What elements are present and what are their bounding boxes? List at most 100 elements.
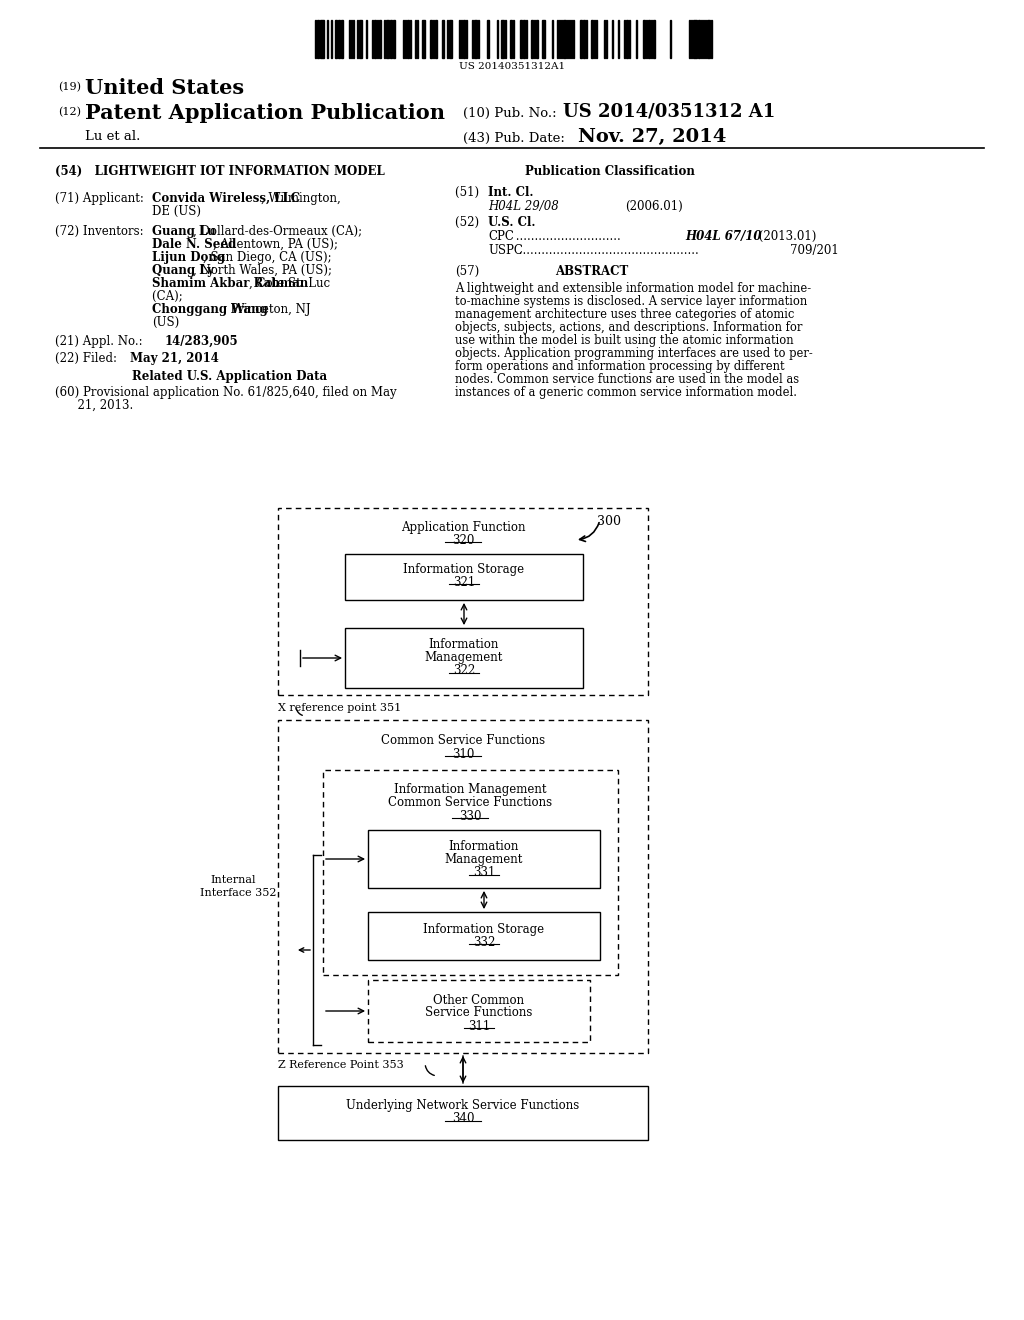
Text: Convida Wireless, LLC: Convida Wireless, LLC xyxy=(152,191,300,205)
Text: , Princeton, NJ: , Princeton, NJ xyxy=(223,304,311,315)
Bar xyxy=(520,20,522,58)
Text: Information Management: Information Management xyxy=(394,784,546,796)
Text: Z Reference Point 353: Z Reference Point 353 xyxy=(278,1060,403,1071)
Bar xyxy=(707,20,710,58)
Text: 321: 321 xyxy=(453,576,475,589)
Text: (2006.01): (2006.01) xyxy=(625,201,683,213)
Text: (US): (US) xyxy=(152,315,179,329)
Bar xyxy=(501,20,504,58)
Text: , Cote St. Luc: , Cote St. Luc xyxy=(249,277,330,290)
Text: US 2014/0351312 A1: US 2014/0351312 A1 xyxy=(563,103,775,121)
Bar xyxy=(407,20,409,58)
Bar xyxy=(317,20,319,58)
Bar xyxy=(368,979,590,1041)
Text: Application Function: Application Function xyxy=(400,520,525,533)
Text: Quang Ly: Quang Ly xyxy=(152,264,214,277)
Text: , Allentown, PA (US);: , Allentown, PA (US); xyxy=(213,238,338,251)
Text: ................................................: ........................................… xyxy=(515,244,698,257)
Bar xyxy=(474,20,477,58)
Text: Management: Management xyxy=(425,652,503,664)
Text: 320: 320 xyxy=(452,533,474,546)
Bar xyxy=(643,20,645,58)
Bar xyxy=(386,20,389,58)
Bar xyxy=(563,20,566,58)
Text: objects, subjects, actions, and descriptions. Information for: objects, subjects, actions, and descript… xyxy=(455,321,803,334)
Text: DE (US): DE (US) xyxy=(152,205,201,218)
Text: (54)   LIGHTWEIGHT IOT INFORMATION MODEL: (54) LIGHTWEIGHT IOT INFORMATION MODEL xyxy=(55,165,385,178)
Text: Publication Classification: Publication Classification xyxy=(525,165,695,178)
Bar xyxy=(580,20,582,58)
Text: (57): (57) xyxy=(455,265,479,279)
Bar xyxy=(463,20,465,58)
Text: United States: United States xyxy=(85,78,244,98)
Text: Information Storage: Information Storage xyxy=(424,923,545,936)
Text: H04L 67/10: H04L 67/10 xyxy=(685,230,762,243)
Text: (21) Appl. No.:: (21) Appl. No.: xyxy=(55,335,151,348)
Text: (51): (51) xyxy=(455,186,483,199)
Text: 330: 330 xyxy=(459,809,481,822)
Text: Information: Information xyxy=(429,639,499,652)
Bar xyxy=(390,20,392,58)
Bar xyxy=(583,20,585,58)
Text: Int. Cl.: Int. Cl. xyxy=(488,186,534,199)
Bar xyxy=(338,20,340,58)
Text: Guang Lu: Guang Lu xyxy=(152,224,216,238)
Bar xyxy=(698,20,700,58)
Text: , Dollard-des-Ormeaux (CA);: , Dollard-des-Ormeaux (CA); xyxy=(193,224,361,238)
Bar xyxy=(374,20,376,58)
Text: , North Wales, PA (US);: , North Wales, PA (US); xyxy=(193,264,332,277)
Bar xyxy=(335,20,337,58)
Text: , San Diego, CA (US);: , San Diego, CA (US); xyxy=(203,251,332,264)
Text: 322: 322 xyxy=(453,664,475,677)
Bar xyxy=(523,20,525,58)
Bar xyxy=(393,20,395,58)
Text: Shamim Akbar Rahman: Shamim Akbar Rahman xyxy=(152,277,308,290)
Bar xyxy=(542,20,545,58)
Text: form operations and information processing by different: form operations and information processi… xyxy=(455,360,784,374)
Text: CPC: CPC xyxy=(488,230,514,243)
Text: Management: Management xyxy=(444,854,523,866)
Text: 310: 310 xyxy=(452,747,474,760)
Text: Common Service Functions: Common Service Functions xyxy=(388,796,552,809)
Text: (CA);: (CA); xyxy=(152,290,186,304)
Bar xyxy=(449,20,452,58)
Text: Internal: Internal xyxy=(210,875,256,884)
Text: 21, 2013.: 21, 2013. xyxy=(55,399,133,412)
Bar xyxy=(278,719,648,1053)
Text: instances of a generic common service information model.: instances of a generic common service in… xyxy=(455,385,797,399)
Text: 709/201: 709/201 xyxy=(790,244,839,257)
Text: 14/283,905: 14/283,905 xyxy=(165,335,239,348)
Bar xyxy=(278,1086,648,1140)
Text: Chonggang Wang: Chonggang Wang xyxy=(152,304,268,315)
Bar xyxy=(359,20,362,58)
Text: Lu et al.: Lu et al. xyxy=(85,129,140,143)
Text: Interface 352: Interface 352 xyxy=(200,888,276,898)
Text: (52): (52) xyxy=(455,216,483,228)
Bar xyxy=(323,770,618,975)
Bar xyxy=(368,830,600,888)
Text: U.S. Cl.: U.S. Cl. xyxy=(488,216,536,228)
Text: (72) Inventors:: (72) Inventors: xyxy=(55,224,147,238)
Text: Dale N. Seed: Dale N. Seed xyxy=(152,238,237,251)
Text: Related U.S. Application Data: Related U.S. Application Data xyxy=(132,370,328,383)
Text: Lijun Dong: Lijun Dong xyxy=(152,251,225,264)
Text: X reference point 351: X reference point 351 xyxy=(278,704,401,713)
Bar xyxy=(422,20,425,58)
Bar xyxy=(626,20,628,58)
Bar xyxy=(435,20,437,58)
Bar xyxy=(379,20,381,58)
Text: May 21, 2014: May 21, 2014 xyxy=(130,352,219,366)
Text: H04L 29/08: H04L 29/08 xyxy=(488,201,559,213)
Text: USPC: USPC xyxy=(488,244,523,257)
Bar xyxy=(368,912,600,960)
Text: 340: 340 xyxy=(452,1113,474,1126)
Bar xyxy=(536,20,538,58)
Text: US 20140351312A1: US 20140351312A1 xyxy=(459,62,565,71)
Text: (71) Applicant:: (71) Applicant: xyxy=(55,191,152,205)
Bar xyxy=(531,20,534,58)
Text: (43) Pub. Date:: (43) Pub. Date: xyxy=(463,132,565,145)
Text: A lightweight and extensible information model for machine-: A lightweight and extensible information… xyxy=(455,282,811,294)
Text: Common Service Functions: Common Service Functions xyxy=(381,734,545,747)
Text: Information Storage: Information Storage xyxy=(403,562,524,576)
Bar xyxy=(648,20,650,58)
